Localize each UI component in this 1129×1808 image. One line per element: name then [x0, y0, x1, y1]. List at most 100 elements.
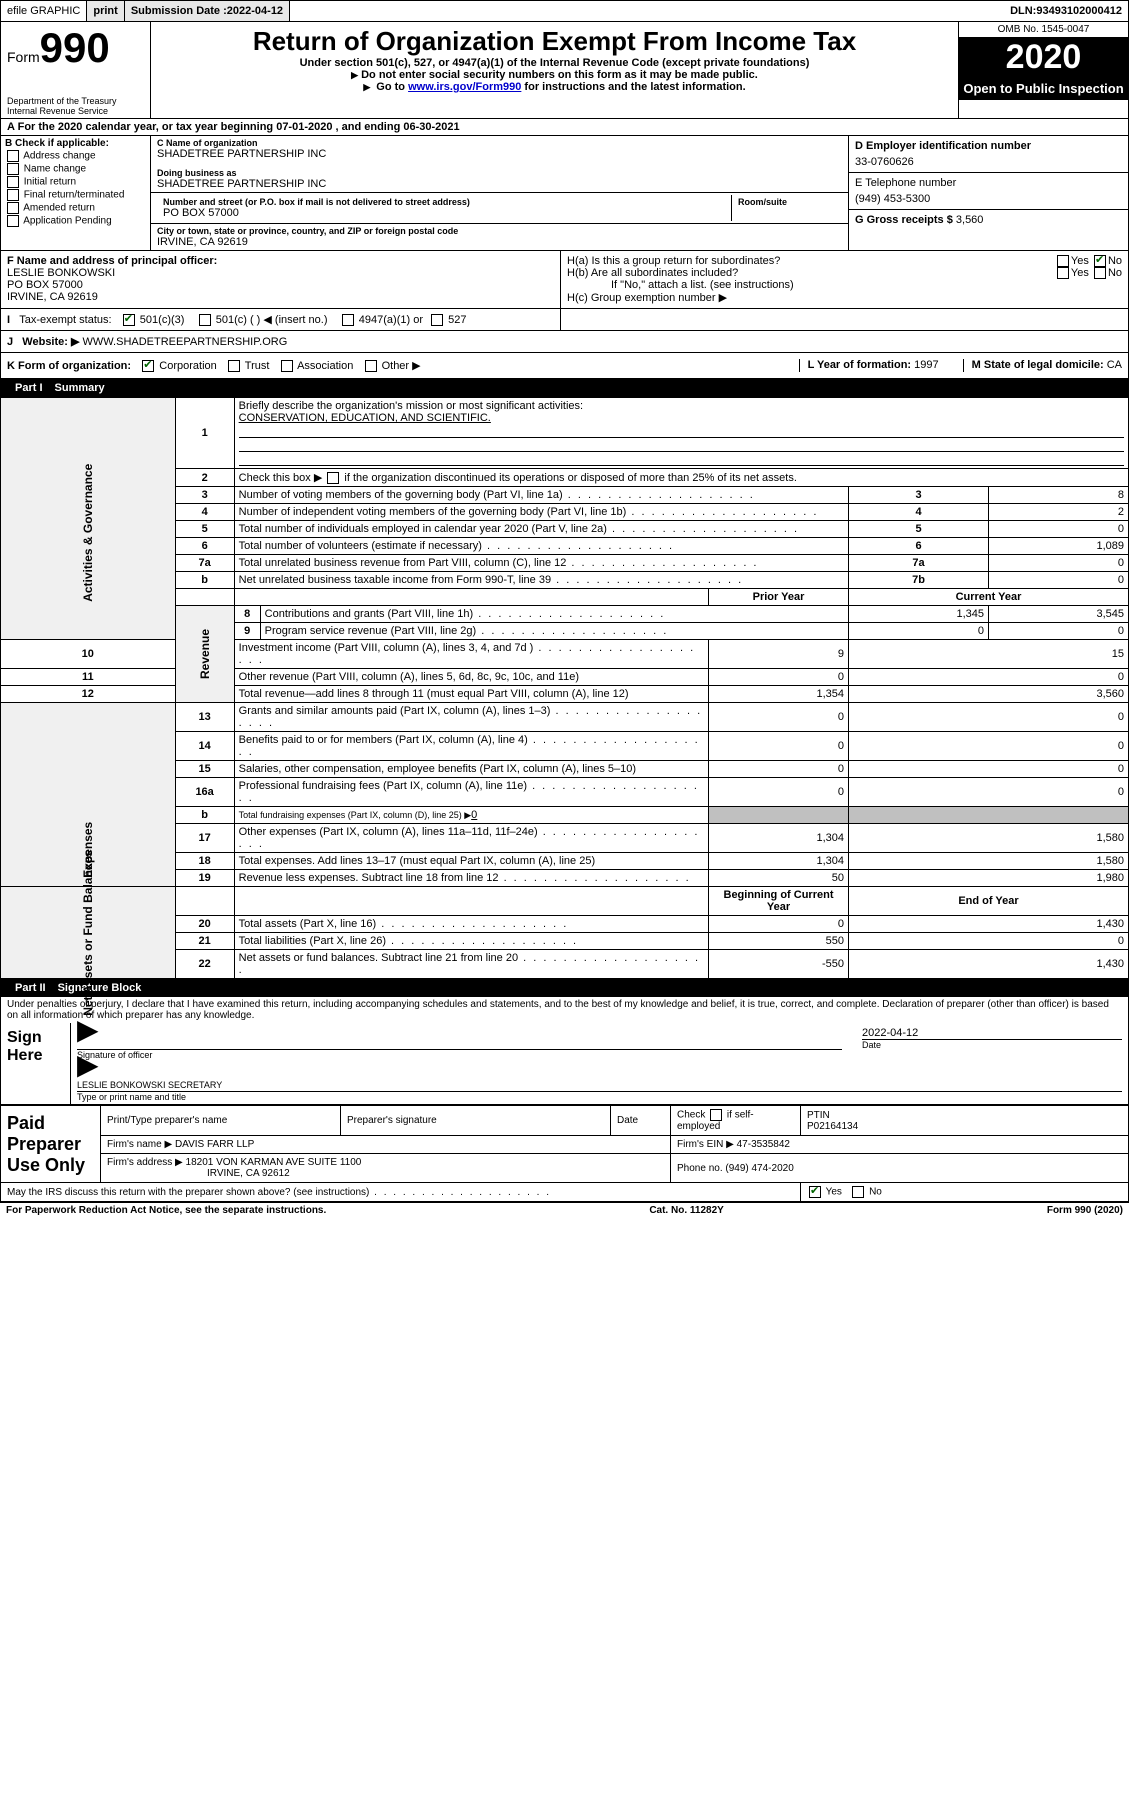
addr-label: Number and street (or P.O. box if mail i…	[163, 197, 725, 207]
website: WWW.SHADETREEPARTNERSHIP.ORG	[79, 336, 287, 348]
section-klm: K Form of organization: Corporation Trus…	[0, 353, 1129, 379]
prep-name-label: Print/Type preparer's name	[101, 1106, 341, 1136]
line-2-label: Check this box ▶ if the organization dis…	[234, 469, 1128, 487]
ha-no[interactable]	[1094, 255, 1106, 267]
omb-number: OMB No. 1545-0047	[959, 22, 1128, 38]
section-k: K Form of organization: Corporation Trus…	[7, 359, 421, 372]
form-subtitle-2: Do not enter social security numbers on …	[155, 69, 954, 81]
section-l: L Year of formation: 1997	[799, 359, 939, 372]
section-fhij: F Name and address of principal officer:…	[0, 251, 1129, 353]
section-b: B Check if applicable: Address change Na…	[1, 136, 151, 250]
section-c: C Name of organization SHADETREE PARTNER…	[151, 136, 848, 250]
chk-corporation[interactable]	[142, 360, 154, 372]
city-label: City or town, state or province, country…	[157, 226, 842, 236]
chk-other[interactable]	[365, 360, 377, 372]
sig-date: 2022-04-12	[862, 1025, 1122, 1039]
section-j: J Website: ▶ WWW.SHADETREEPARTNERSHIP.OR…	[1, 331, 1128, 352]
line-1-label: Briefly describe the organization's miss…	[239, 400, 583, 412]
part-1-header: Part ISummary	[0, 379, 1129, 397]
prep-sig-label: Preparer's signature	[341, 1106, 611, 1136]
dept-label: Department of the Treasury	[7, 96, 144, 106]
room-label: Room/suite	[738, 197, 836, 207]
sig-officer-label: Signature of officer	[77, 1050, 842, 1060]
ein-value: 33-0760626	[855, 156, 1122, 168]
tab-revenue: Revenue	[175, 606, 234, 703]
part-2-header: Part IISignature Block	[0, 979, 1129, 997]
topbar-spacer	[290, 1, 1004, 21]
mission-text: CONSERVATION, EDUCATION, AND SCIENTIFIC.	[239, 412, 491, 424]
hb-yes[interactable]	[1057, 267, 1069, 279]
signature-block: Sign Here ▶ Signature of officer 2022-04…	[0, 1023, 1129, 1105]
section-m: M State of legal domicile: CA	[963, 359, 1122, 372]
efile-label: efile GRAPHIC	[1, 1, 87, 21]
street-address: PO BOX 57000	[163, 207, 725, 219]
perjury-statement: Under penalties of perjury, I declare th…	[0, 997, 1129, 1023]
print-button[interactable]: print	[87, 1, 124, 21]
tab-activities: Activities & Governance	[1, 398, 176, 640]
form-id-block: Form990 Department of the Treasury Inter…	[1, 22, 151, 118]
sign-here-label: Sign Here	[1, 1023, 71, 1104]
chk-amended-return[interactable]: Amended return	[5, 202, 146, 214]
form-title: Return of Organization Exempt From Incom…	[155, 26, 954, 57]
chk-trust[interactable]	[228, 360, 240, 372]
discuss-yes[interactable]	[809, 1186, 821, 1198]
b-header: B Check if applicable:	[5, 138, 146, 149]
submission-date: Submission Date : 2022-04-12	[125, 1, 290, 21]
firm-addr2: IRVINE, CA 92612	[107, 1168, 290, 1179]
chk-501c[interactable]	[199, 314, 211, 326]
city-state-zip: IRVINE, CA 92619	[157, 236, 842, 248]
prep-selfemp: Check if self-employed	[671, 1106, 801, 1136]
chk-initial-return[interactable]: Initial return	[5, 176, 146, 188]
tab-netassets: Net Assets or Fund Balances	[1, 887, 176, 979]
footer-left: For Paperwork Reduction Act Notice, see …	[6, 1205, 326, 1216]
section-f: F Name and address of principal officer:…	[1, 251, 561, 308]
chk-501c3[interactable]	[123, 314, 135, 326]
chk-4947[interactable]	[342, 314, 354, 326]
phone-value: (949) 453-5300	[855, 193, 1122, 205]
chk-final-return[interactable]: Final return/terminated	[5, 189, 146, 201]
form-number: 990	[40, 24, 110, 71]
gross-receipts-label: G Gross receipts $	[855, 214, 956, 226]
name-title-label: Type or print name and title	[77, 1092, 1122, 1102]
chk-527[interactable]	[431, 314, 443, 326]
paid-preparer-table: Paid Preparer Use Only Print/Type prepar…	[0, 1105, 1129, 1202]
chk-name-change[interactable]: Name change	[5, 163, 146, 175]
h-b-note: If "No," attach a list. (see instruction…	[567, 279, 1122, 291]
ha-yes[interactable]	[1057, 255, 1069, 267]
irs-label: Internal Revenue Service	[7, 106, 144, 116]
footer-mid: Cat. No. 11282Y	[649, 1205, 723, 1216]
firm-name: DAVIS FARR LLP	[175, 1139, 254, 1150]
section-i: I Tax-exempt status: 501(c)(3) 501(c) ( …	[1, 309, 561, 330]
form-word: Form	[7, 49, 40, 65]
line-a-taxyear: A For the 2020 calendar year, or tax yea…	[0, 119, 1129, 136]
discuss-no[interactable]	[852, 1186, 864, 1198]
org-name: SHADETREE PARTNERSHIP INC	[157, 148, 842, 160]
chk-application-pending[interactable]: Application Pending	[5, 215, 146, 227]
instructions-link[interactable]: www.irs.gov/Form990	[408, 81, 521, 93]
officer-addr1: PO BOX 57000	[7, 279, 554, 291]
hb-no[interactable]	[1094, 267, 1106, 279]
chk-address-change[interactable]: Address change	[5, 150, 146, 162]
ein-label: D Employer identification number	[855, 140, 1122, 152]
tax-year: 2020	[959, 38, 1128, 77]
chk-discontinued[interactable]	[327, 472, 339, 484]
form-subtitle-1: Under section 501(c), 527, or 4947(a)(1)…	[155, 57, 954, 69]
sig-date-label: Date	[862, 1040, 1122, 1050]
ptin-cell: PTINP02164134	[801, 1106, 1129, 1136]
open-public-label: Open to Public Inspection	[959, 77, 1128, 100]
page-footer: For Paperwork Reduction Act Notice, see …	[0, 1202, 1129, 1218]
phone-label: E Telephone number	[855, 177, 1122, 189]
officer-printed-name: LESLIE BONKOWSKI SECRETARY	[77, 1080, 222, 1090]
paid-preparer-label: Paid Preparer Use Only	[1, 1106, 101, 1183]
discuss-line: May the IRS discuss this return with the…	[1, 1183, 801, 1202]
gross-receipts-value: 3,560	[956, 214, 984, 226]
dba-label: Doing business as	[157, 168, 842, 178]
h-b-label: H(b) Are all subordinates included?	[567, 267, 1055, 279]
h-a-label: H(a) Is this a group return for subordin…	[567, 255, 1055, 267]
entity-block: B Check if applicable: Address change Na…	[0, 136, 1129, 251]
form-header: Form990 Department of the Treasury Inter…	[0, 22, 1129, 119]
chk-self-employed[interactable]	[710, 1109, 722, 1121]
chk-association[interactable]	[281, 360, 293, 372]
dba-name: SHADETREE PARTNERSHIP INC	[157, 178, 842, 190]
firm-addr1: 18201 VON KARMAN AVE SUITE 1100	[186, 1157, 362, 1168]
